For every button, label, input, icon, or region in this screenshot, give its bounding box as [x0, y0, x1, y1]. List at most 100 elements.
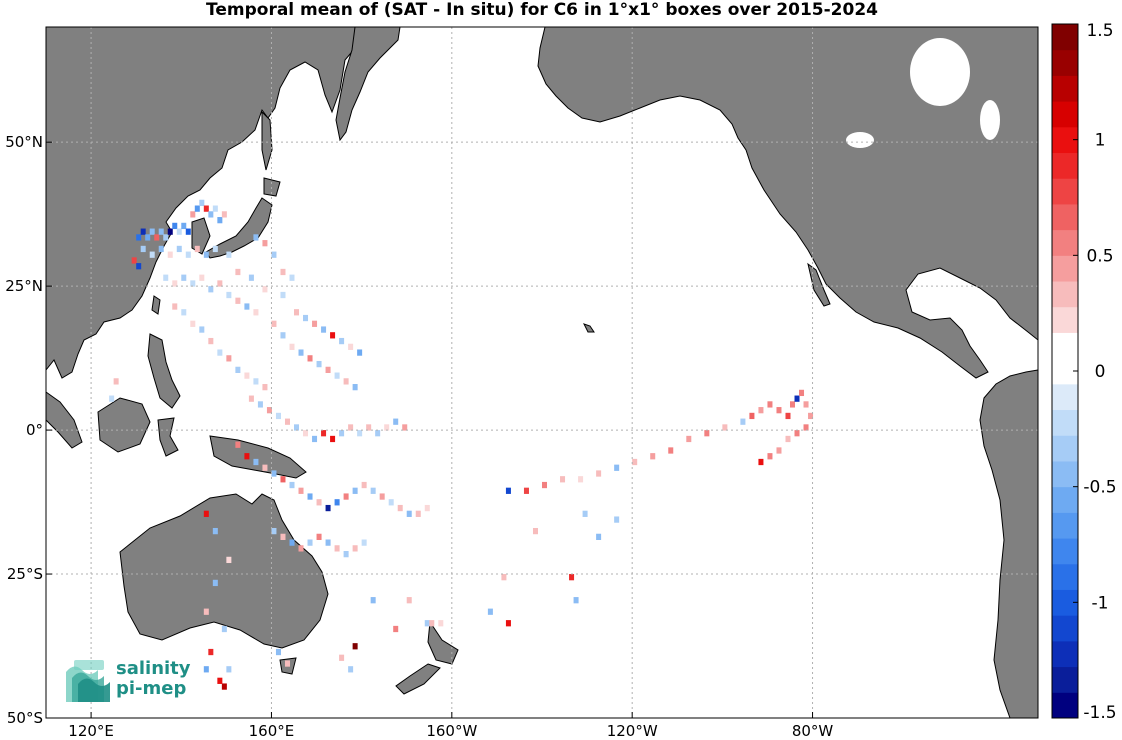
data-cell [172, 280, 178, 287]
data-cell [307, 355, 313, 362]
land-sulawesi [157, 417, 179, 457]
colorbar-tick-label: 0.5 [1086, 246, 1113, 266]
colorbar-segment [1052, 75, 1078, 102]
data-cell [614, 464, 620, 471]
data-cell [275, 412, 281, 420]
data-cell [203, 608, 209, 615]
great-slave-lake [846, 132, 874, 148]
data-cell [578, 476, 584, 483]
data-cell [321, 326, 327, 333]
data-cell [140, 245, 146, 253]
colorbar-segment [1052, 409, 1078, 436]
data-cell [221, 625, 227, 633]
colorbar [1051, 23, 1079, 719]
data-cell [357, 430, 363, 437]
hudson-bay-south [980, 100, 1000, 140]
data-cell [140, 228, 146, 235]
data-cell [424, 504, 430, 512]
data-cell [406, 597, 412, 604]
data-cell [767, 401, 773, 408]
data-cell [181, 309, 187, 316]
data-cell [199, 326, 205, 333]
data-cell [668, 447, 674, 454]
data-cell [271, 251, 277, 258]
colorbar-segment [1052, 255, 1078, 282]
data-cell [212, 527, 218, 535]
data-cell [262, 286, 268, 293]
data-cell [366, 424, 372, 431]
data-cell [203, 205, 209, 212]
data-cell [181, 274, 187, 281]
colorbar-segment [1052, 229, 1078, 256]
data-cell [167, 228, 173, 235]
data-cell [208, 286, 214, 293]
data-cell [767, 453, 773, 460]
data-cell [208, 648, 214, 656]
x-tick-label: 160°W [426, 722, 477, 740]
colorbar-segment [1052, 486, 1078, 513]
data-cell [321, 430, 327, 437]
colorbar-segment [1052, 383, 1078, 411]
data-cell [212, 245, 218, 253]
data-cell [785, 435, 791, 443]
data-cell [808, 412, 814, 420]
data-cell [226, 251, 232, 258]
data-cell [172, 303, 178, 310]
data-cell [325, 366, 331, 373]
land-baja-california [807, 262, 831, 307]
data-cell [217, 349, 223, 356]
data-cell [334, 499, 340, 506]
data-cell [203, 510, 209, 517]
colorbar-tick-label: -0.5 [1083, 478, 1116, 498]
data-cell [686, 435, 692, 443]
x-tick-label: 120°W [607, 722, 658, 740]
data-cell [217, 217, 223, 224]
data-cell [226, 355, 232, 362]
data-cell [803, 424, 809, 431]
data-cell [190, 211, 196, 218]
data-cell [312, 320, 318, 327]
data-cells [109, 199, 814, 690]
land-asia [45, 26, 363, 379]
colorbar-segment [1052, 306, 1078, 333]
data-cell [325, 504, 331, 512]
data-cell [573, 597, 579, 604]
data-cell [397, 504, 403, 512]
colorbar-segment [1052, 563, 1078, 590]
land-korea [191, 217, 211, 255]
data-cell [393, 625, 399, 633]
data-cell [284, 660, 290, 667]
data-cell [185, 251, 191, 258]
data-cell [334, 372, 340, 379]
data-cell [253, 234, 259, 241]
colorbar-segment [1052, 101, 1078, 128]
data-cell [194, 245, 200, 253]
data-cell [154, 234, 160, 241]
data-cell [523, 487, 529, 494]
wave-logo-icon [66, 660, 110, 702]
data-cell [235, 297, 241, 304]
land-new-zealand-south [395, 663, 441, 695]
data-cell [424, 620, 430, 627]
data-cell [505, 620, 511, 627]
land-taiwan [151, 295, 161, 315]
data-cell [253, 458, 259, 466]
data-cell [271, 527, 277, 535]
land-hokkaido [263, 177, 281, 197]
data-cell [402, 424, 408, 431]
data-cell [339, 654, 345, 661]
data-cell [740, 418, 746, 425]
data-cell [203, 251, 209, 258]
colorbar-segment [1052, 203, 1078, 231]
data-cell [109, 395, 115, 402]
x-tick-label: 120°E [68, 722, 114, 740]
data-cell [217, 280, 223, 287]
data-cell [221, 683, 227, 690]
data-cell [785, 412, 791, 420]
data-cell [794, 430, 800, 437]
data-cell [415, 510, 421, 517]
data-cell [176, 228, 182, 235]
data-cell [248, 274, 254, 281]
land-north-america [537, 26, 1039, 379]
colorbar-segment [1052, 49, 1078, 76]
